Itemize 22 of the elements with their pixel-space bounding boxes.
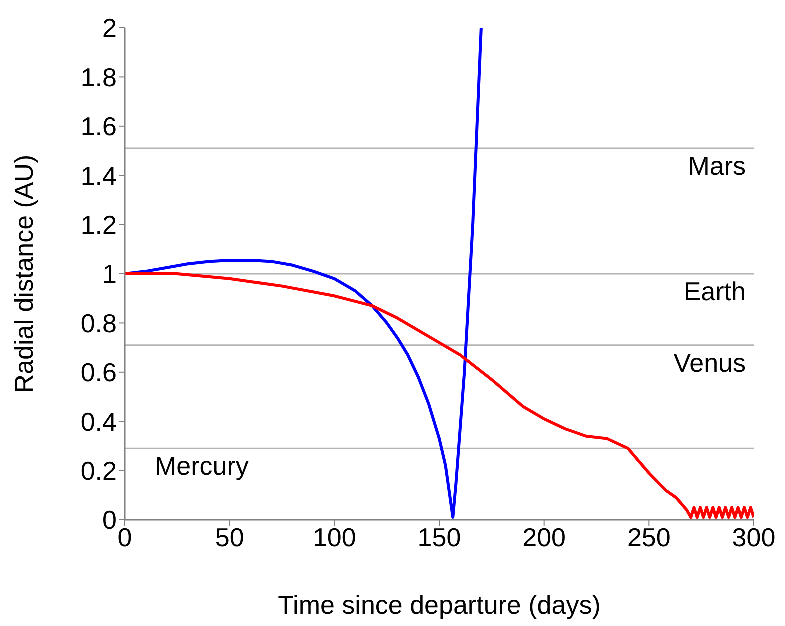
y-tick-label: 0.8 xyxy=(80,308,117,338)
x-tick-label: 300 xyxy=(732,522,776,552)
y-tick-label: 1 xyxy=(102,259,117,290)
y-tick-label: 0.6 xyxy=(80,358,117,388)
x-tick-label: 250 xyxy=(627,522,671,552)
x-axis-title: Time since departure (days) xyxy=(278,590,601,620)
ref-line-label: Earth xyxy=(684,276,746,306)
y-tick-label: 1.2 xyxy=(80,210,117,240)
y-tick-label: 2 xyxy=(102,13,117,44)
ref-line-label: Venus xyxy=(674,348,746,378)
x-tick-label: 50 xyxy=(215,522,244,552)
x-tick-label: 100 xyxy=(312,522,356,552)
y-tick-label: 1.6 xyxy=(80,112,117,142)
y-tick-label: 0.2 xyxy=(80,456,117,486)
y-tick-label: 1.8 xyxy=(80,62,117,92)
ref-line-label: Mars xyxy=(688,151,746,181)
x-tick-label: 150 xyxy=(418,522,462,552)
y-axis-title: Radial distance (AU) xyxy=(9,154,40,394)
ref-line-label: Mercury xyxy=(155,451,249,482)
x-tick-label: 200 xyxy=(522,522,566,552)
y-tick-label: 1.4 xyxy=(80,160,117,191)
y-tick-label: 0.4 xyxy=(80,406,117,437)
